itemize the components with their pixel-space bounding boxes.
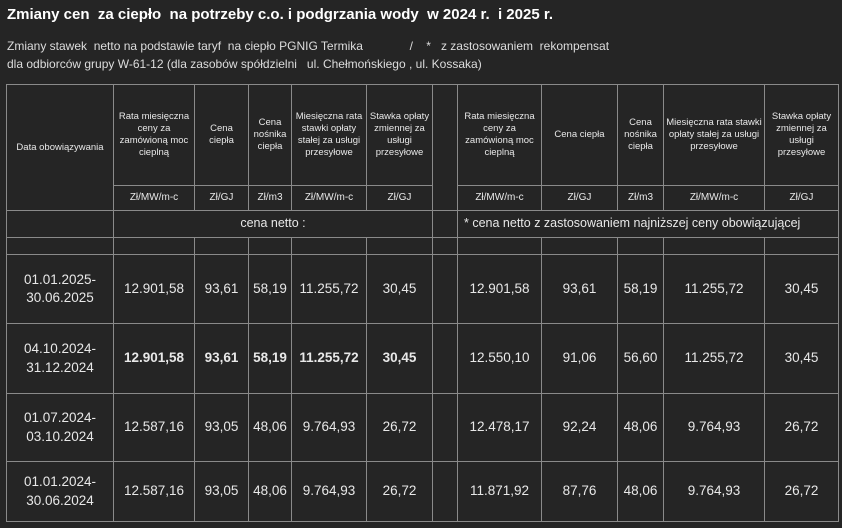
value-cell: 56,60	[617, 323, 664, 394]
value-cell: 30,45	[764, 254, 839, 324]
value-cell: 9.764,93	[663, 461, 765, 522]
date-cell: 04.10.2024- 31.12.2024	[6, 323, 114, 394]
page-title: Zmiany cen za ciepło na potrzeby c.o. i …	[7, 6, 554, 23]
value-cell: 26,72	[366, 461, 433, 522]
value-cell: 93,61	[541, 254, 618, 324]
date-cell: 01.01.2025- 30.06.2025	[6, 254, 114, 324]
netto-label: cena netto :	[113, 210, 433, 238]
date-cell: 01.01.2024- 30.06.2024	[6, 461, 114, 522]
value-cell: 48,06	[248, 461, 292, 522]
date-cell: 01.07.2024- 03.10.2024	[6, 393, 114, 462]
value-cell: 12.901,58	[113, 323, 195, 394]
value-cell: 9.764,93	[291, 393, 367, 462]
unit-cell: Zł/m3	[248, 185, 292, 211]
value-cell: 30,45	[366, 254, 433, 324]
unit-cell: Zł/MW/m-c	[663, 185, 765, 211]
value-cell: 11.255,72	[291, 254, 367, 324]
table-row: 01.01.2025- 30.06.2025 12.901,58 93,61 58…	[6, 254, 839, 324]
value-cell: 12.550,10	[457, 323, 542, 394]
unit-cell: Zł/GJ	[541, 185, 618, 211]
value-cell: 9.764,93	[291, 461, 367, 522]
value-cell: 12.587,16	[113, 461, 195, 522]
value-cell: 93,05	[194, 461, 249, 522]
value-cell: 48,06	[617, 461, 664, 522]
value-cell: 11.255,72	[663, 323, 765, 394]
value-cell: 93,61	[194, 254, 249, 324]
subtitle-line-1: Zmiany stawek netto na podstawie taryf n…	[7, 39, 610, 53]
value-cell: 30,45	[764, 323, 839, 394]
header-cell: Miesięczna rata stawki opłaty stałej za …	[663, 84, 765, 186]
unit-cell: Zł/GJ	[764, 185, 839, 211]
header-cell: Cena nośnika ciepła	[617, 84, 664, 186]
value-cell: 12.901,58	[457, 254, 542, 324]
units-row: Zł/MW/m-c Zł/GJ Zł/m3 Zł/MW/m-c Zł/GJ Zł…	[7, 185, 839, 211]
value-cell: 12.587,16	[113, 393, 195, 462]
header-cell: Cena nośnika ciepła	[248, 84, 292, 186]
header-cell: Cena ciepła	[194, 84, 249, 186]
netto-label-right: * cena netto z zastosowaniem najniższej …	[457, 210, 839, 238]
value-cell: 30,45	[366, 323, 433, 394]
value-cell: 9.764,93	[663, 393, 765, 462]
value-cell: 93,05	[194, 393, 249, 462]
unit-cell: Zł/GJ	[194, 185, 249, 211]
value-cell: 26,72	[764, 393, 839, 462]
header-cell: Cena ciepła	[541, 84, 618, 186]
separator-column	[432, 84, 458, 211]
table-row: 01.07.2024- 03.10.2024 12.587,16 93,05 48…	[6, 393, 839, 462]
header-cell: Rata miesięczna ceny za zamówioną moc ci…	[113, 84, 195, 186]
header-cell: Stawka opłaty zmiennej za usługi przesył…	[764, 84, 839, 186]
value-cell: 11.255,72	[291, 323, 367, 394]
value-cell: 11.871,92	[457, 461, 542, 522]
netto-row: cena netto : * cena netto z zastosowanie…	[6, 210, 839, 238]
value-cell: 26,72	[764, 461, 839, 522]
value-cell: 93,61	[194, 323, 249, 394]
unit-cell: Zł/GJ	[366, 185, 433, 211]
unit-cell: Zł/MW/m-c	[113, 185, 195, 211]
value-cell: 12.478,17	[457, 393, 542, 462]
value-cell: 58,19	[617, 254, 664, 324]
value-cell: 92,24	[541, 393, 618, 462]
value-cell: 58,19	[248, 323, 292, 394]
value-cell: 26,72	[366, 393, 433, 462]
unit-cell: Zł/MW/m-c	[291, 185, 367, 211]
table-row: 04.10.2024- 31.12.2024 12.901,58 93,61 58…	[6, 323, 839, 394]
spacer-row	[6, 237, 839, 255]
unit-cell: Zł/m3	[617, 185, 664, 211]
value-cell: 48,06	[617, 393, 664, 462]
header-cell: Stawka opłaty zmiennej za usługi przesył…	[366, 84, 433, 186]
header-row: Data obowiązywania Rata miesięczna ceny …	[6, 84, 839, 211]
header-cell: Miesięczna rata stawki opłaty stałej za …	[291, 84, 367, 186]
value-cell: 12.901,58	[113, 254, 195, 324]
value-cell: 11.255,72	[663, 254, 765, 324]
value-cell: 48,06	[248, 393, 292, 462]
table-row: 01.01.2024- 30.06.2024 12.587,16 93,05 48…	[6, 461, 839, 522]
date-header: Data obowiązywania	[6, 84, 114, 211]
subtitle-line-2: dla odbiorców grupy W-61-12 (dla zasobów…	[7, 57, 482, 71]
header-cell: Rata miesięczna ceny za zamówioną moc ci…	[457, 84, 542, 186]
price-table: Data obowiązywania Rata miesięczna ceny …	[6, 84, 839, 522]
value-cell: 58,19	[248, 254, 292, 324]
value-cell: 91,06	[541, 323, 618, 394]
unit-cell: Zł/MW/m-c	[457, 185, 542, 211]
value-cell: 87,76	[541, 461, 618, 522]
